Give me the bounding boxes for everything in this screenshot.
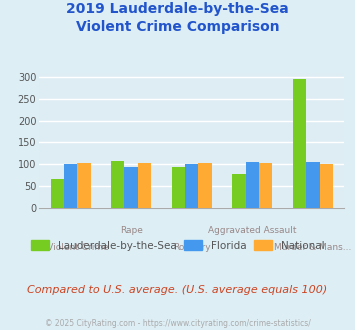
Text: © 2025 CityRating.com - https://www.cityrating.com/crime-statistics/: © 2025 CityRating.com - https://www.city…	[45, 319, 310, 328]
Bar	[111, 161, 125, 208]
Bar	[125, 167, 138, 208]
Bar	[232, 174, 246, 208]
Text: All Violent Crime: All Violent Crime	[33, 243, 108, 251]
Text: 2019 Lauderdale-by-the-Sea
Violent Crime Comparison: 2019 Lauderdale-by-the-Sea Violent Crime…	[66, 2, 289, 34]
Bar	[172, 167, 185, 208]
Bar	[306, 162, 320, 208]
Bar	[50, 179, 64, 208]
Text: Compared to U.S. average. (U.S. average equals 100): Compared to U.S. average. (U.S. average …	[27, 285, 328, 295]
Bar	[77, 163, 91, 208]
Text: Murder & Mans...: Murder & Mans...	[274, 243, 351, 251]
Text: Rape: Rape	[120, 226, 143, 235]
Bar	[293, 79, 306, 208]
Bar	[320, 164, 333, 208]
Legend: Lauderdale-by-the-Sea, Florida, National: Lauderdale-by-the-Sea, Florida, National	[26, 236, 329, 255]
Bar	[138, 163, 151, 208]
Bar	[64, 164, 77, 208]
Text: Aggravated Assault: Aggravated Assault	[208, 226, 296, 235]
Bar	[198, 163, 212, 208]
Bar	[259, 163, 272, 208]
Bar	[185, 164, 198, 208]
Bar	[246, 162, 259, 208]
Text: Robbery: Robbery	[173, 243, 211, 251]
